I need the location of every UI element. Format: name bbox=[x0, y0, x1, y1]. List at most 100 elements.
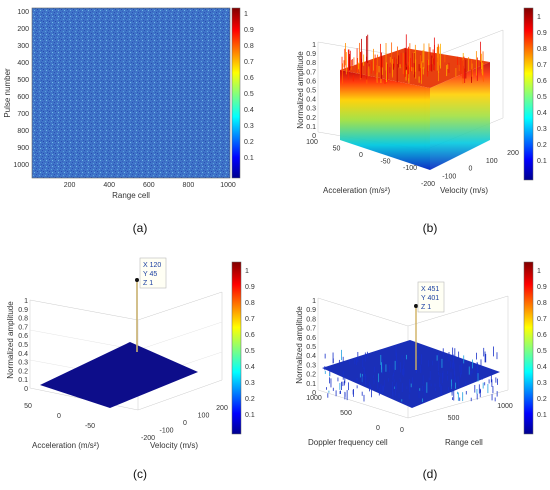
y-tick-label: 100 bbox=[17, 9, 29, 16]
x-tick-label: -50 bbox=[380, 159, 390, 166]
x-axis-label: Doppler frequency cell bbox=[308, 438, 388, 447]
colorbar-tick-label: 0.7 bbox=[244, 59, 254, 66]
z-tick-label: 0.3 bbox=[18, 360, 28, 367]
y-axis-label: Pulse number bbox=[3, 68, 12, 118]
z-tick-label: 0 bbox=[312, 133, 316, 140]
datatip[interactable]: X 451 Y 401 Z 1 bbox=[417, 281, 445, 313]
colorbar-tick-label: 0.1 bbox=[244, 155, 254, 162]
datatip-y: Y 401 bbox=[421, 295, 439, 302]
heatmap-image bbox=[31, 7, 231, 179]
datatip[interactable]: X 120 Y 45 Z 1 bbox=[139, 257, 167, 289]
z-tick-label: 0.9 bbox=[306, 51, 316, 58]
panel-c: X 120 Y 45 Z 1 00.10.20.30.40.50.60.70.8… bbox=[6, 257, 255, 481]
colorbar-tick-label: 0.2 bbox=[537, 142, 547, 149]
colorbar-tick-label: 0.3 bbox=[245, 380, 255, 387]
colorbar-tick-label: 0.1 bbox=[537, 412, 547, 419]
colorbar-tick-label: 0.6 bbox=[245, 332, 255, 339]
surface-sides bbox=[430, 62, 490, 170]
y-tick-label: -200 bbox=[421, 181, 435, 188]
colorbar-tick-label: 0.5 bbox=[244, 91, 254, 98]
y-axis-label: Velocity (m/s) bbox=[440, 186, 488, 195]
z-tick-label: 0.3 bbox=[306, 106, 316, 113]
colorbar-tick-label: 0.2 bbox=[245, 396, 255, 403]
y-tick-label: 100 bbox=[486, 158, 498, 165]
z-tick-label: 0.2 bbox=[306, 372, 316, 379]
z-tick-label: 0.9 bbox=[306, 307, 316, 314]
x-tick-label: 1000 bbox=[306, 395, 322, 402]
z-tick-label: 0.7 bbox=[18, 324, 28, 331]
surface-floor bbox=[322, 340, 500, 408]
y-tick-label: 700 bbox=[17, 111, 29, 118]
y-tick-label: 900 bbox=[17, 145, 29, 152]
y-tick-label: 0 bbox=[400, 427, 404, 434]
y-tick-label: 1000 bbox=[13, 162, 29, 169]
colorbar-tick-label: 0.9 bbox=[537, 30, 547, 37]
z-tick-label: 1 bbox=[312, 298, 316, 305]
y-axis-label: Range cell bbox=[445, 438, 483, 447]
colorbar-tick-label: 0.7 bbox=[537, 316, 547, 323]
x-tick-label: 800 bbox=[183, 182, 195, 189]
datatip-x: X 451 bbox=[421, 286, 439, 293]
z-tick-label: 0.4 bbox=[306, 353, 316, 360]
colorbar-tick-label: 0.4 bbox=[537, 110, 547, 117]
y-tick-label: 200 bbox=[507, 150, 519, 157]
colorbar-tick-label: 0.6 bbox=[244, 75, 254, 82]
colorbar bbox=[231, 7, 241, 179]
panel-b: 0 0.1 0.2 0.3 0.4 0.5 0.6 0.7 0.8 0.9 1 100 50 0 -50 -… bbox=[296, 7, 547, 235]
datatip-x: X 120 bbox=[143, 262, 161, 269]
x-tick-label: -100 bbox=[403, 165, 417, 172]
colorbar-tick-label: 0.8 bbox=[537, 46, 547, 53]
peak-marker bbox=[135, 278, 139, 282]
z-tick-label: 0 bbox=[312, 390, 316, 397]
colorbar-tick-label: 0.3 bbox=[244, 123, 254, 130]
panel-caption: (a) bbox=[133, 221, 148, 235]
colorbar-tick-label: 0.6 bbox=[537, 332, 547, 339]
surface-spikes bbox=[341, 34, 484, 84]
colorbar-tick-label: 0.1 bbox=[537, 158, 547, 165]
y-tick-label: -100 bbox=[159, 428, 173, 435]
panel-caption: (d) bbox=[423, 467, 438, 481]
colorbar-tick-label: 0.7 bbox=[245, 316, 255, 323]
z-axis: 00.10.20.30.40.50.60.70.80.91 bbox=[306, 42, 316, 140]
panel-caption: (c) bbox=[133, 467, 147, 481]
x-tick-label: 0 bbox=[57, 413, 61, 420]
x-tick-label: 0 bbox=[359, 152, 363, 159]
y-tick-label: -100 bbox=[442, 173, 456, 180]
colorbar-tick-label: 0.1 bbox=[245, 412, 255, 419]
colorbar-tick-label: 0.5 bbox=[537, 348, 547, 355]
colorbar-tick-label: 1 bbox=[537, 14, 541, 21]
z-tick-label: 0.6 bbox=[306, 78, 316, 85]
colorbar-ticks: 1 0.9 0.8 0.7 0.6 0.5 0.4 0.3 0.2 0.1 bbox=[537, 14, 547, 165]
colorbar-tick-label: 0.5 bbox=[537, 94, 547, 101]
z-tick-label: 0.4 bbox=[18, 351, 28, 358]
x-axis-label: Acceleration (m/s²) bbox=[32, 441, 99, 450]
y-tick-label: 100 bbox=[198, 413, 210, 420]
y-axis: -200 -100 0 100 200 bbox=[141, 405, 228, 442]
y-axis: -200 -100 0 100 200 bbox=[421, 150, 519, 188]
z-axis: 00.10.20.30.40.50.60.70.80.91 bbox=[18, 298, 28, 393]
surface-floor bbox=[40, 342, 198, 408]
peak-marker bbox=[414, 304, 418, 308]
y-tick-label: 600 bbox=[17, 94, 29, 101]
colorbar-tick-label: 0.7 bbox=[537, 62, 547, 69]
z-tick-label: 0.3 bbox=[306, 362, 316, 369]
z-tick-label: 0.5 bbox=[18, 342, 28, 349]
colorbar-tick-label: 0.6 bbox=[537, 78, 547, 85]
x-tick-label: 600 bbox=[143, 182, 155, 189]
z-tick-label: 0.8 bbox=[306, 60, 316, 67]
colorbar-tick-label: 0.2 bbox=[244, 139, 254, 146]
colorbar-tick-label: 1 bbox=[245, 268, 249, 275]
z-tick-label: 0.2 bbox=[306, 115, 316, 122]
z-tick-label: 0.8 bbox=[306, 316, 316, 323]
colorbar-tick-label: 0.8 bbox=[537, 300, 547, 307]
colorbar-tick-label: 0.9 bbox=[244, 27, 254, 34]
x-tick-label: 400 bbox=[103, 182, 115, 189]
colorbar-tick-label: 0.4 bbox=[244, 107, 254, 114]
panel-d: X 451 Y 401 Z 1 0 0.1 0.2 0.3 0.4 0.5 0.6 0.7 0.… bbox=[295, 261, 547, 481]
x-tick-label: 500 bbox=[340, 410, 352, 417]
colorbar bbox=[523, 7, 534, 181]
x-axis: 1000 500 0 bbox=[306, 395, 380, 432]
y-axis: 0 500 1000 bbox=[400, 403, 513, 434]
datatip-z: Z 1 bbox=[143, 280, 153, 287]
